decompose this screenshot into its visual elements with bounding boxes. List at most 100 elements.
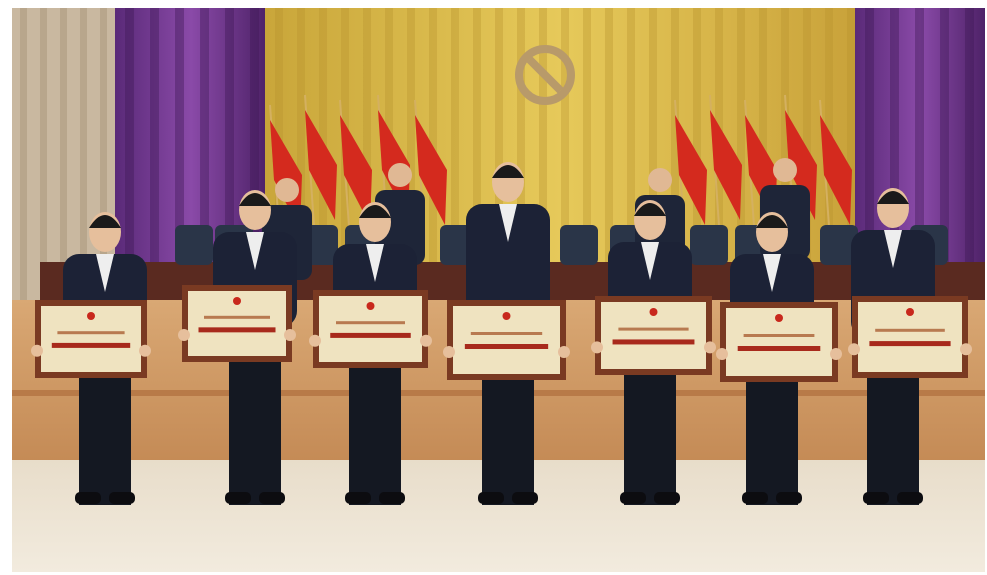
shoe [654, 492, 680, 504]
official-head [773, 158, 797, 182]
fold [319, 8, 327, 268]
shoe [863, 492, 889, 504]
shoe [109, 492, 135, 504]
shoe [75, 492, 101, 504]
fold [940, 8, 949, 278]
shirt [96, 254, 114, 292]
hand [830, 348, 842, 360]
shoe [512, 492, 538, 504]
fold [693, 8, 701, 268]
plaque-line [875, 328, 945, 332]
fold [125, 8, 134, 278]
plaque-line [330, 332, 411, 338]
shoe [259, 492, 285, 504]
emblem [515, 45, 575, 105]
fold [605, 8, 613, 268]
fold [297, 8, 305, 268]
official-head [388, 163, 412, 187]
fold [100, 8, 107, 308]
fold [561, 8, 569, 268]
flag [675, 115, 707, 225]
hair [877, 191, 909, 204]
fold [890, 8, 899, 278]
flag [270, 120, 302, 230]
fold [429, 8, 437, 268]
fold [363, 8, 371, 268]
chair [820, 225, 858, 265]
fold [803, 8, 811, 268]
hand [716, 348, 728, 360]
hair [756, 215, 788, 228]
plaque-line [336, 321, 405, 325]
fold [671, 8, 679, 268]
plaque-line [737, 346, 821, 351]
hand [848, 343, 860, 356]
shirt [499, 204, 517, 242]
fold [847, 8, 855, 268]
fold [150, 8, 159, 278]
plaque-emblem [233, 297, 241, 305]
flag [710, 110, 742, 220]
flag [340, 115, 372, 225]
plaque-line [470, 332, 543, 335]
hair [239, 193, 271, 206]
fold [539, 8, 547, 268]
plaque-line [618, 327, 689, 331]
people [31, 158, 972, 505]
plaque-emblem [502, 312, 511, 320]
hand [178, 329, 190, 342]
fold [649, 8, 657, 268]
fold [80, 8, 87, 308]
shoe [742, 492, 768, 504]
legs [349, 358, 401, 505]
legs [79, 368, 131, 505]
shoe [776, 492, 802, 504]
flag [305, 110, 337, 220]
chair [690, 225, 728, 265]
shoe [478, 492, 504, 504]
shirt [246, 232, 264, 270]
shoe [897, 492, 923, 504]
fold [451, 8, 459, 268]
chair [175, 225, 213, 265]
fold [627, 8, 635, 268]
plaque-emblem [87, 312, 95, 320]
fold [225, 8, 234, 278]
hand [284, 329, 296, 342]
shirt [641, 242, 659, 280]
official-head [275, 178, 299, 202]
fold [200, 8, 209, 278]
fold [20, 8, 27, 308]
shoe [379, 492, 405, 504]
fold [965, 8, 974, 278]
fold [407, 8, 415, 268]
plaque-line [464, 344, 549, 349]
plaque-line [51, 342, 131, 348]
hand [420, 334, 432, 347]
fold [40, 8, 47, 308]
hand [960, 343, 972, 356]
plaque-line [204, 315, 270, 319]
hair [359, 205, 391, 218]
legs [229, 352, 281, 505]
fold [495, 8, 503, 268]
fold [759, 8, 767, 268]
shoe [225, 492, 251, 504]
hand [704, 341, 716, 354]
fold [517, 8, 525, 268]
plaque-emblem [366, 302, 375, 310]
hand [558, 346, 570, 358]
legs [867, 368, 919, 505]
shirt [763, 254, 781, 292]
chair [560, 225, 598, 265]
hand [443, 346, 455, 358]
hand [309, 334, 321, 347]
plaque-line [198, 327, 276, 333]
plaque-line [869, 341, 951, 347]
plaque-emblem [649, 308, 658, 316]
legs [746, 372, 798, 505]
official-head [648, 168, 672, 192]
hair [634, 203, 666, 216]
plaque-line [57, 331, 125, 335]
